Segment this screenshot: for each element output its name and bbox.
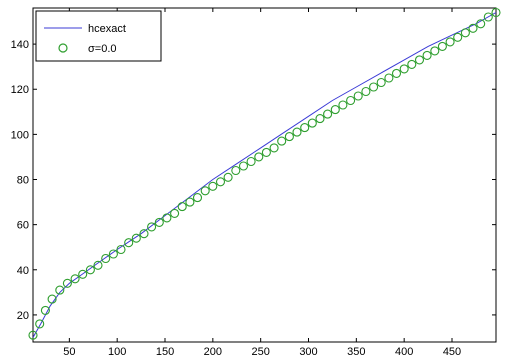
data-point-sigma bbox=[208, 181, 218, 191]
y-tick-label: 60 bbox=[17, 220, 29, 232]
data-point-sigma bbox=[223, 172, 233, 182]
data-point-sigma bbox=[147, 222, 157, 232]
x-tick-label: 200 bbox=[204, 346, 222, 358]
data-point-sigma bbox=[346, 95, 356, 106]
data-point-sigma bbox=[93, 260, 103, 270]
axis-ticks: 50 100 150 200 250 300 350 400 450 20 40 60 80 100 120… bbox=[11, 8, 496, 358]
data-point-sigma bbox=[437, 41, 447, 51]
data-point-sigma bbox=[246, 156, 256, 167]
legend-box bbox=[35, 10, 162, 62]
data-point-sigma bbox=[445, 37, 455, 47]
legend: hcexact σ=0.0 bbox=[35, 10, 162, 62]
data-point-sigma bbox=[200, 186, 210, 196]
data-point-sigma bbox=[55, 285, 65, 295]
data-point-sigma bbox=[476, 19, 486, 29]
y-tick-label: 140 bbox=[11, 39, 29, 51]
data-point-sigma bbox=[40, 305, 50, 315]
data-point-sigma bbox=[361, 86, 371, 97]
data-point-sigma bbox=[108, 249, 118, 259]
data-point-sigma bbox=[269, 143, 279, 153]
data-point-sigma bbox=[261, 147, 271, 157]
data-point-sigma bbox=[116, 244, 126, 255]
data-point-sigma bbox=[307, 118, 317, 128]
legend-label-sigma: σ=0.0 bbox=[88, 43, 117, 55]
data-point-sigma bbox=[407, 59, 417, 69]
data-point-sigma bbox=[399, 64, 409, 74]
data-point-sigma bbox=[78, 269, 88, 279]
y-tick-label: 80 bbox=[17, 175, 29, 187]
data-point-sigma bbox=[231, 165, 241, 176]
x-tick-label: 450 bbox=[443, 346, 461, 358]
data-point-sigma bbox=[300, 123, 310, 133]
x-tick-label: 250 bbox=[251, 346, 269, 358]
data-point-sigma bbox=[28, 330, 38, 340]
x-tick-label: 150 bbox=[156, 346, 174, 358]
data-point-sigma bbox=[430, 46, 440, 56]
data-point-sigma bbox=[491, 7, 501, 18]
data-point-sigma bbox=[315, 114, 325, 124]
legend-marker-sample bbox=[58, 43, 68, 53]
data-point-sigma bbox=[353, 91, 363, 101]
data-point-sigma bbox=[453, 32, 463, 42]
data-point-sigma bbox=[460, 28, 470, 38]
data-point-sigma bbox=[124, 238, 134, 248]
data-point-sigma bbox=[62, 278, 72, 288]
data-point-sigma bbox=[284, 132, 294, 142]
data-point-sigma bbox=[338, 100, 348, 110]
data-point-sigma bbox=[483, 12, 493, 22]
data-point-sigma bbox=[391, 68, 402, 78]
x-tick-label: 350 bbox=[347, 346, 365, 358]
series-layer bbox=[28, 7, 501, 340]
y-tick-label: 100 bbox=[11, 129, 29, 141]
data-point-sigma bbox=[254, 152, 264, 162]
y-tick-label: 40 bbox=[17, 265, 29, 277]
data-point-sigma bbox=[170, 208, 180, 218]
data-point-sigma bbox=[192, 193, 203, 203]
series-line-hcexact bbox=[32, 12, 497, 338]
data-point-sigma bbox=[384, 73, 394, 83]
data-point-sigma bbox=[131, 233, 141, 243]
data-point-sigma bbox=[468, 23, 478, 33]
data-point-sigma bbox=[422, 50, 432, 60]
data-point-sigma bbox=[376, 77, 386, 88]
data-point-sigma bbox=[139, 229, 149, 239]
data-point-sigma bbox=[238, 161, 249, 171]
data-point-sigma bbox=[414, 55, 425, 65]
data-point-sigma bbox=[330, 105, 340, 115]
data-point-sigma bbox=[162, 213, 172, 223]
x-tick-label: 400 bbox=[395, 346, 413, 358]
data-point-sigma bbox=[277, 136, 287, 146]
x-tick-label: 300 bbox=[299, 346, 317, 358]
data-point-sigma bbox=[185, 197, 195, 207]
data-point-sigma bbox=[101, 253, 111, 264]
data-point-sigma bbox=[35, 319, 45, 329]
data-point-sigma bbox=[47, 294, 57, 304]
data-point-sigma bbox=[369, 82, 379, 92]
data-point-sigma bbox=[292, 127, 302, 137]
data-point-sigma bbox=[85, 265, 95, 275]
data-point-sigma bbox=[154, 217, 164, 227]
y-tick-label: 120 bbox=[11, 84, 29, 96]
x-tick-label: 50 bbox=[63, 346, 75, 358]
data-point-sigma bbox=[323, 109, 333, 119]
x-tick-label: 100 bbox=[108, 346, 126, 358]
y-tick-label: 20 bbox=[17, 310, 29, 322]
data-point-sigma bbox=[70, 274, 80, 284]
data-point-sigma bbox=[177, 202, 187, 212]
legend-label-hcexact: hcexact bbox=[88, 23, 126, 35]
data-point-sigma bbox=[215, 177, 226, 187]
